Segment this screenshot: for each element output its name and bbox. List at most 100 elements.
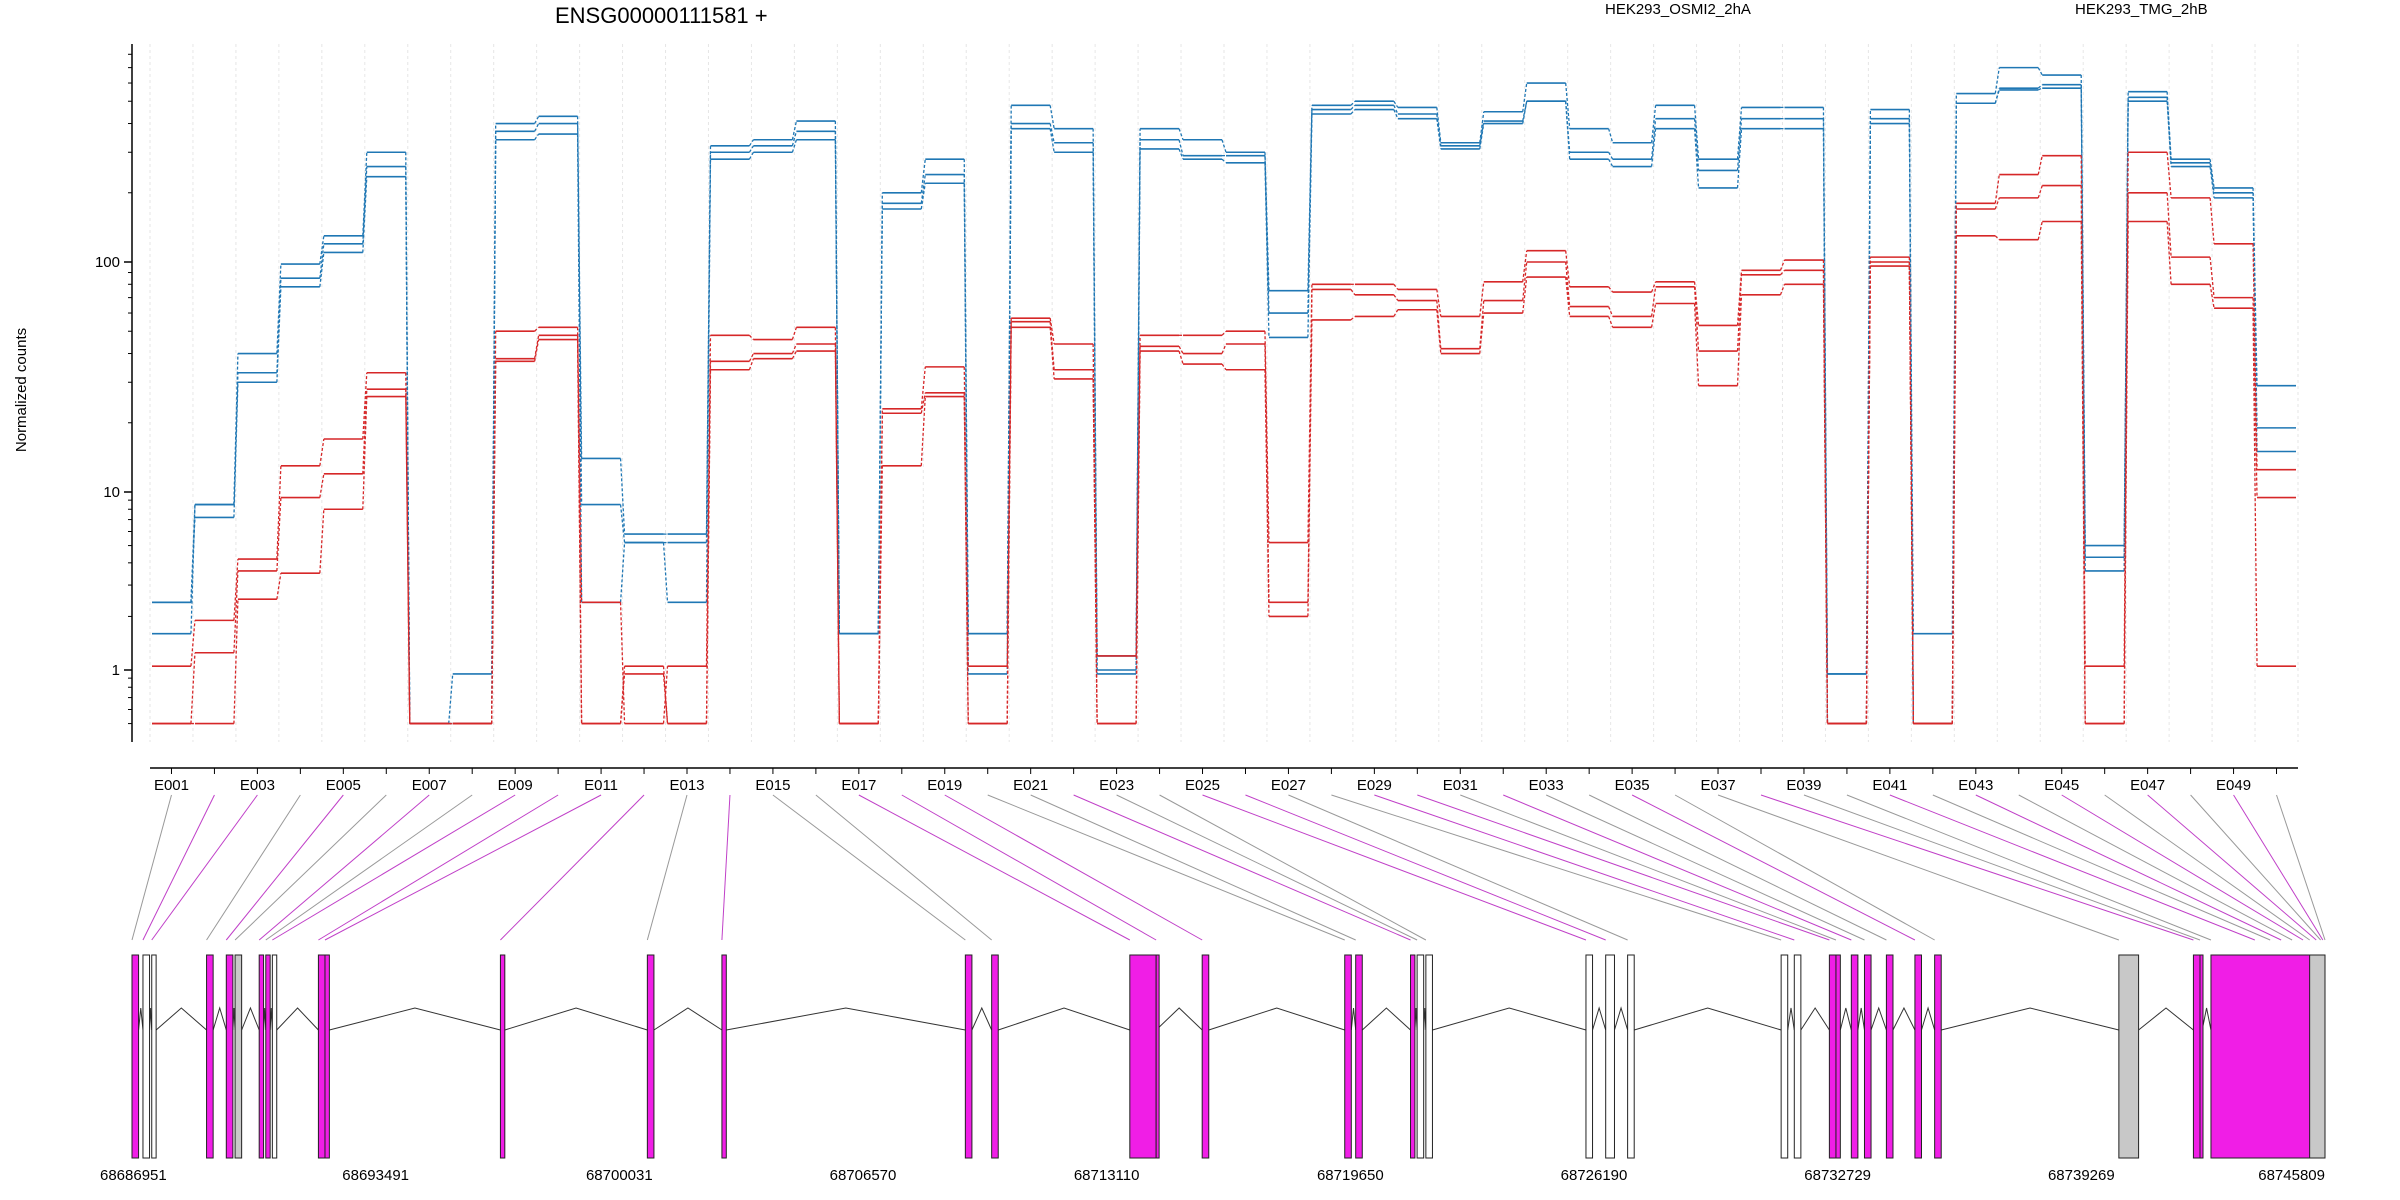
intron-line: [155, 1007, 207, 1031]
exon-connector: [2233, 794, 2324, 941]
x-tick-label: E041: [1872, 777, 1907, 794]
genomic-coordinate-label: 68700031: [586, 1167, 653, 1184]
intron-line: [138, 1007, 144, 1031]
x-tick-label: E039: [1786, 777, 1821, 794]
exon-connector: [131, 794, 172, 941]
series-connector: [1436, 118, 1442, 150]
series-connector: [233, 559, 239, 621]
series-connector: [1479, 123, 1485, 150]
series-connector: [1479, 300, 1485, 349]
series-connector: [319, 509, 325, 574]
exon-box: [964, 954, 973, 1159]
genomic-coordinate-label: 68745809: [2258, 1167, 2325, 1184]
exon-connector: [944, 794, 1203, 941]
exon-connector: [1288, 794, 1628, 941]
series-connector: [834, 139, 841, 634]
genomic-coordinate-label: 68719650: [1317, 1167, 1384, 1184]
series-connector: [362, 152, 368, 236]
intron-line: [2201, 1007, 2212, 1031]
x-tick-label: E049: [2216, 777, 2251, 794]
series-connector: [1822, 284, 1829, 724]
series-connector: [1994, 67, 2000, 94]
series-connector: [533, 335, 540, 359]
series-connector: [2166, 152, 2172, 198]
exon-box: [991, 954, 999, 1159]
series-connector: [1436, 289, 1442, 317]
exon-connector: [815, 794, 992, 941]
series-connector: [1393, 109, 1399, 119]
series-connector: [1650, 281, 1657, 293]
exon-box: [258, 954, 265, 1159]
exon-connector: [2147, 794, 2317, 941]
series-connector: [276, 286, 282, 383]
series-connector: [662, 666, 669, 724]
series-connector: [1006, 128, 1012, 674]
series-connector: [1221, 158, 1227, 164]
series-connector: [1608, 286, 1614, 293]
series-connector: [1994, 89, 2000, 104]
series-connector: [619, 458, 626, 535]
series-connector: [534, 339, 540, 362]
y-tick-label: 10: [103, 484, 120, 501]
exon-connector: [2018, 794, 2293, 941]
intron-line: [1839, 1007, 1852, 1031]
series-connector: [1307, 113, 1313, 338]
series-connector: [1522, 250, 1528, 282]
exon-connector: [1588, 794, 1887, 941]
series-connector: [1779, 259, 1786, 271]
series-connector: [1608, 151, 1614, 160]
series-connector: [190, 652, 196, 724]
series-connector: [2037, 185, 2043, 199]
x-tick-label: E047: [2130, 777, 2165, 794]
intron-line: [1892, 1006, 1916, 1031]
exon-connector: [206, 794, 301, 941]
series-connector: [1178, 350, 1184, 365]
exon-box: [1828, 954, 1837, 1159]
series-connector: [791, 350, 797, 359]
series-connector: [534, 133, 540, 141]
exon-connector: [1975, 794, 2282, 941]
series-connector: [1092, 128, 1098, 656]
series-connector: [1393, 294, 1399, 301]
series-connector: [2252, 297, 2258, 498]
series-connector: [963, 396, 969, 724]
series-connector: [2123, 221, 2129, 724]
series-connector: [920, 366, 926, 409]
series-connector: [662, 673, 669, 724]
exon-connector: [901, 794, 1157, 941]
series-connector: [920, 159, 926, 193]
chart-title: ENSG00000111581 +: [555, 3, 768, 28]
series-connector: [405, 389, 411, 724]
intron-line: [1432, 1007, 1587, 1031]
series-connector: [920, 392, 926, 414]
exon-box: [1835, 954, 1841, 1159]
series-connector: [1865, 266, 1872, 724]
exon-box: [271, 954, 278, 1159]
exon-box: [2210, 954, 2326, 1159]
x-tick-label: E037: [1701, 777, 1736, 794]
series-connector: [1779, 269, 1785, 276]
series-connector: [190, 620, 196, 667]
series-connector: [319, 473, 325, 498]
series-connector: [1479, 111, 1485, 143]
series-connector: [705, 369, 712, 724]
intron-line: [1350, 1007, 1357, 1031]
series-connector: [1092, 152, 1098, 674]
series-connector: [1221, 330, 1227, 336]
series-connector: [1479, 312, 1485, 354]
series-connector: [233, 570, 239, 653]
series-connector: [1650, 105, 1657, 143]
series-connector: [1393, 309, 1399, 317]
series-connector: [1693, 303, 1700, 386]
x-tick-label: E015: [755, 777, 790, 794]
exon-connector: [324, 794, 602, 941]
x-tick-label: E035: [1615, 777, 1650, 794]
exon-connector: [1073, 794, 1411, 941]
series-connector: [1608, 306, 1614, 317]
series-connector: [748, 353, 755, 362]
series-connector: [1522, 276, 1528, 314]
exon-box: [131, 954, 140, 1159]
gene-model: 68686951 68693491 68700031 68706570 68713110…: [100, 954, 2326, 1184]
series-connector: [1350, 104, 1356, 111]
genomic-coordinate-label: 68693491: [342, 1167, 409, 1184]
